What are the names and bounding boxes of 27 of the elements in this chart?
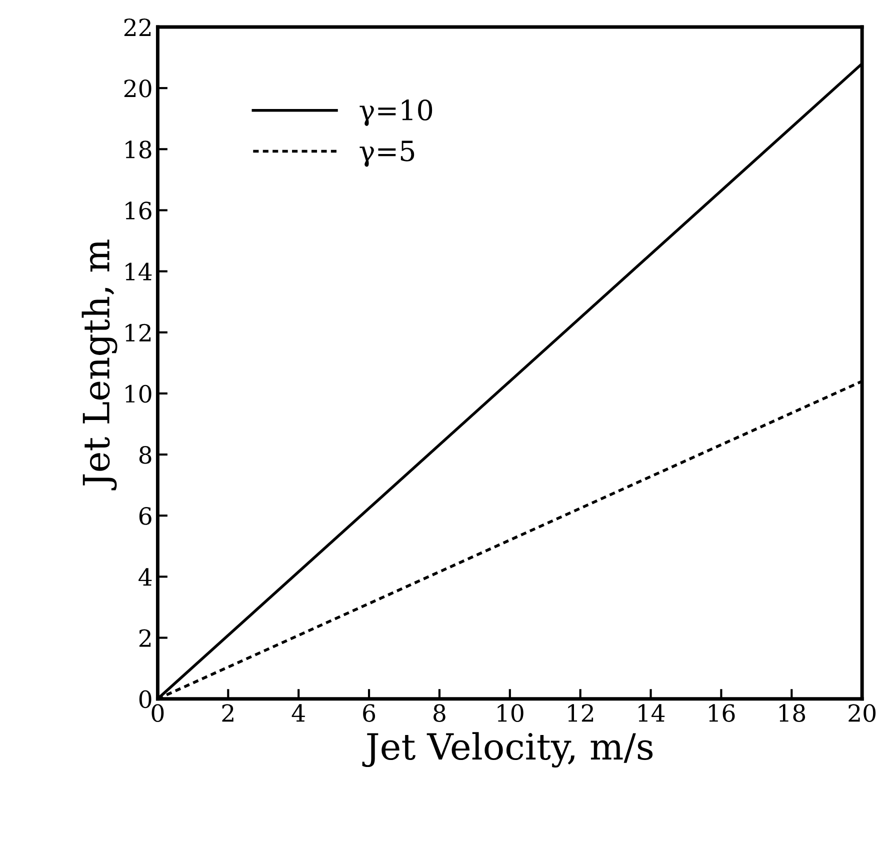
y-tick-label: 22 (124, 18, 151, 36)
x-tick-label: 4 (292, 704, 305, 722)
y-tick-label: 6 (139, 507, 152, 525)
y-tick-label: 16 (126, 202, 152, 220)
y-tick-label: 14 (126, 262, 152, 280)
y-tick-label: 4 (138, 568, 152, 586)
y-axis-title: Jet Length, m (82, 240, 118, 490)
legend-label: γ=5 (360, 140, 414, 167)
y-tick-label: 12 (126, 324, 151, 342)
x-tick-label: 2 (222, 704, 234, 722)
x-tick-label: 12 (568, 704, 594, 722)
y-tick-label: 0 (139, 690, 152, 708)
x-tick-label: 0 (152, 704, 164, 722)
x-tick-label: 18 (780, 704, 806, 722)
x-tick-label: 20 (848, 704, 876, 722)
x-axis-title: Jet Velocity, m/s (362, 732, 653, 768)
x-tick-label: 14 (638, 704, 665, 722)
y-tick-label: 2 (139, 629, 151, 647)
legend-label: γ=10 (360, 100, 432, 126)
x-tick-label: 10 (498, 704, 524, 722)
x-tick-label: 6 (363, 704, 376, 722)
y-tick-label: 18 (126, 140, 152, 158)
y-tick-label: 20 (124, 80, 152, 98)
y-tick-label: 8 (139, 446, 152, 464)
y-tick-label: 10 (126, 384, 152, 403)
x-tick-label: 8 (434, 704, 446, 722)
x-tick-label: 16 (709, 704, 735, 722)
